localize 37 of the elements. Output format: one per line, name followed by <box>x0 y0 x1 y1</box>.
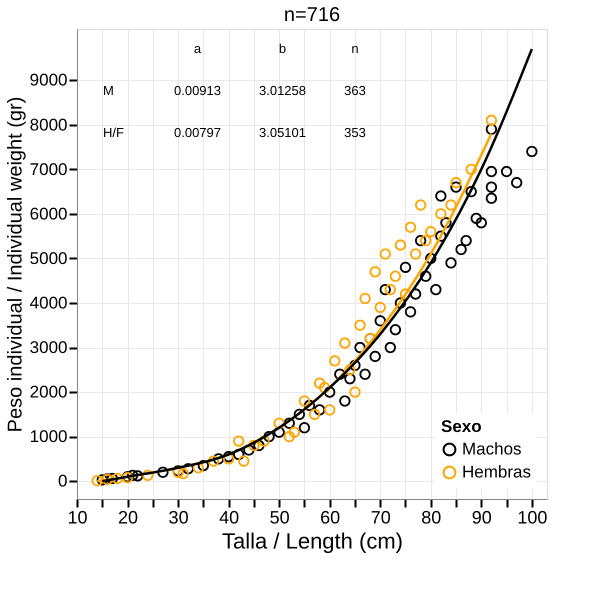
chart-title: n=716 <box>284 4 340 26</box>
annotation: 0.00797 <box>174 125 221 140</box>
x-tick-label: 10 <box>67 508 88 528</box>
x-tick-label: 60 <box>320 508 340 528</box>
y-tick-label: 3000 <box>30 338 68 358</box>
annotation: 363 <box>344 83 366 98</box>
y-axis-title: Peso individual / Individual weight (gr) <box>4 96 27 432</box>
annotation: 353 <box>344 125 366 140</box>
y-tick-label: 8000 <box>30 115 68 134</box>
x-tick-label: 50 <box>270 508 290 528</box>
y-tick-label: 0 <box>58 472 68 491</box>
y-tick-label: 4000 <box>30 293 68 312</box>
x-axis-title: Talla / Length (cm) <box>222 528 403 554</box>
x-tick-label: 100 <box>517 508 548 528</box>
annotation: H/F <box>103 125 124 140</box>
x-tick-label: 40 <box>219 508 240 528</box>
annotation: 3.01258 <box>259 83 306 98</box>
annotation: 3.05101 <box>259 125 306 140</box>
annotation: M <box>103 83 114 98</box>
y-tick-label: 6000 <box>30 204 68 224</box>
legend-title: Sexo <box>441 417 482 436</box>
x-tick-label: 80 <box>421 508 442 528</box>
annotation: b <box>278 41 286 56</box>
annotation: 0.00913 <box>174 83 221 98</box>
annotation: n <box>351 41 359 56</box>
annotation: a <box>194 41 202 56</box>
y-tick-label: 5000 <box>30 248 68 268</box>
x-tick-label: 90 <box>472 508 492 528</box>
y-tick-label: 9000 <box>30 70 68 90</box>
legend-label: Hembras <box>462 462 531 482</box>
y-tick-label: 2000 <box>30 382 68 402</box>
legend-label: Machos <box>462 440 522 458</box>
x-tick-label: 70 <box>370 508 391 528</box>
y-tick-label: 1000 <box>30 427 68 446</box>
x-tick-label: 30 <box>168 508 189 528</box>
y-tick-label: 7000 <box>30 160 68 179</box>
x-tick-label: 20 <box>118 508 138 528</box>
